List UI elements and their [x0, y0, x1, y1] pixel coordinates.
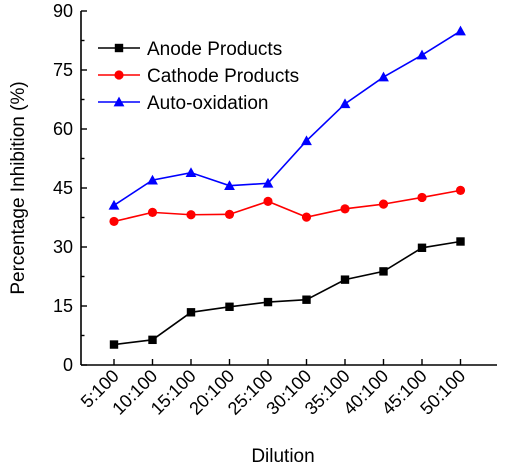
legend-item: Auto-oxidation — [98, 93, 268, 114]
data-point — [302, 295, 311, 304]
data-point — [186, 210, 196, 220]
data-point — [109, 216, 119, 227]
data-point — [340, 204, 350, 214]
y-tick-label: 60 — [53, 119, 73, 139]
legend-label: Anode Products — [147, 39, 282, 60]
data-point — [455, 185, 466, 195]
series-line — [113, 240, 461, 346]
data-point — [456, 237, 465, 246]
legend-item: Cathode Products — [98, 66, 299, 87]
y-tick-label: 75 — [53, 60, 73, 80]
data-point — [186, 308, 196, 317]
legend-item: Anode Products — [98, 39, 282, 60]
data-point — [417, 192, 427, 203]
series-line — [113, 30, 461, 206]
data-point — [339, 98, 351, 109]
y-tick-label: 45 — [53, 178, 73, 198]
y-axis-ticks: 0 15 30 45 60 75 90 — [53, 1, 87, 375]
legend-label: Cathode Products — [147, 66, 299, 87]
legend-marker — [114, 70, 124, 80]
data-point — [263, 297, 273, 307]
series-line — [113, 189, 461, 223]
data-point — [378, 199, 389, 209]
data-point — [224, 180, 235, 190]
x-axis-label: Dilution — [251, 446, 314, 467]
data-point — [225, 302, 234, 311]
data-point — [378, 71, 389, 82]
axes — [80, 11, 497, 366]
data-point — [185, 167, 197, 177]
legend-label: Auto-oxidation — [147, 93, 268, 114]
legend: Anode Products Cathode Products Auto-oxida… — [98, 39, 299, 114]
data-point — [148, 335, 157, 345]
data-point — [379, 267, 388, 276]
data-point — [262, 177, 274, 188]
data-point — [416, 49, 428, 60]
y-tick-label: 90 — [53, 1, 73, 21]
data-point — [301, 212, 312, 222]
data-point — [263, 196, 273, 206]
data-point — [108, 199, 120, 210]
data-point — [109, 340, 119, 349]
series-auto-oxidation — [108, 25, 466, 210]
y-tick-label: 30 — [53, 237, 73, 257]
legend-marker — [114, 43, 124, 53]
y-tick-label: 15 — [53, 296, 73, 316]
data-point — [301, 135, 312, 146]
plot-area — [108, 25, 466, 349]
data-point — [417, 243, 427, 252]
legend-marker — [113, 96, 125, 107]
data-point — [147, 174, 158, 185]
series-cathode-products — [109, 185, 466, 227]
y-axis-label: Percentage Inhibition (%) — [8, 81, 29, 294]
data-point — [224, 209, 235, 219]
series-anode-products — [109, 237, 465, 349]
data-point — [147, 207, 158, 217]
data-point — [340, 275, 350, 284]
data-point — [455, 25, 466, 36]
y-tick-label: 0 — [63, 355, 73, 375]
x-axis-ticks: 5:10010:10015:10020:10025:10030:10035:10… — [77, 359, 469, 419]
